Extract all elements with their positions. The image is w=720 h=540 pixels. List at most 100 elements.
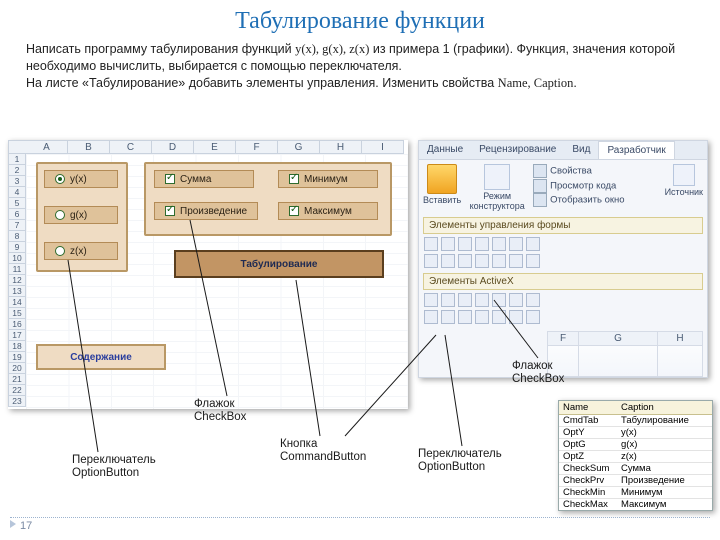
row-15: 15 xyxy=(8,308,26,319)
rcol-H: H xyxy=(658,332,702,346)
source-button[interactable]: Источник xyxy=(665,164,703,211)
prop-row: CheckSumСумма xyxy=(559,463,712,475)
checkbox-icon xyxy=(289,174,299,184)
check-min[interactable]: Минимум xyxy=(278,170,378,188)
prop-name: OptG xyxy=(559,439,617,450)
tab-view[interactable]: Вид xyxy=(564,141,598,159)
properties-label: Свойства xyxy=(550,166,592,177)
row-7: 7 xyxy=(8,220,26,231)
prop-caption: Максимум xyxy=(617,499,712,510)
activex-controls-bar: Элементы ActiveX xyxy=(423,273,703,290)
design-mode-label: Режим конструктора xyxy=(467,191,527,211)
insert-label: Вставить xyxy=(423,195,461,205)
prop-row: OptYy(x) xyxy=(559,427,712,439)
check-max-label: Максимум xyxy=(304,206,352,217)
show-window-item[interactable]: Отобразить окно xyxy=(533,193,658,208)
intro-props: Name, Caption xyxy=(498,76,574,90)
row-8: 8 xyxy=(8,231,26,242)
column-headers: A B C D E F G H I xyxy=(8,140,408,154)
tab-data[interactable]: Данные xyxy=(419,141,471,159)
row-1: 1 xyxy=(8,154,26,165)
prop-row: CheckMaxМаксимум xyxy=(559,499,712,510)
radio-icon xyxy=(55,210,65,220)
prop-row: OptGg(x) xyxy=(559,439,712,451)
view-code-item[interactable]: Просмотр кода xyxy=(533,179,658,194)
intro-text: Написать программу табулирования функций… xyxy=(0,35,720,98)
tabulate-button[interactable]: Табулирование xyxy=(174,250,384,278)
prop-caption: Произведение xyxy=(617,475,712,486)
window-icon xyxy=(533,193,547,207)
col-H: H xyxy=(320,140,362,154)
row-20: 20 xyxy=(8,363,26,374)
check-sum-label: Сумма xyxy=(180,174,211,185)
activex-controls-grid xyxy=(419,290,707,327)
row-2: 2 xyxy=(8,165,26,176)
prop-header-name: Name xyxy=(559,401,617,414)
check-prod-label: Произведение xyxy=(180,206,247,217)
annotation-checkbox-2: Флажок CheckBox xyxy=(512,360,602,386)
prop-name: CheckMax xyxy=(559,499,617,510)
check-max[interactable]: Максимум xyxy=(278,202,378,220)
option-y-label: y(x) xyxy=(70,174,87,185)
prop-name: CheckMin xyxy=(559,487,617,498)
code-icon xyxy=(533,179,547,193)
row-14: 14 xyxy=(8,297,26,308)
slide-title: Табулирование функции xyxy=(0,0,720,35)
properties-icon xyxy=(533,164,547,178)
row-5: 5 xyxy=(8,198,26,209)
properties-item[interactable]: Свойства xyxy=(533,164,658,179)
footer-triangle-icon xyxy=(10,520,16,528)
source-label: Источник xyxy=(665,187,703,197)
row-18: 18 xyxy=(8,341,26,352)
annotation-checkbox-1: Флажок CheckBox xyxy=(194,398,284,424)
annotation-optionbutton-1: Переключатель OptionButton xyxy=(72,454,192,480)
intro-functions: y(x), g(x), z(x) xyxy=(295,42,369,56)
check-min-label: Минимум xyxy=(304,174,348,185)
row-3: 3 xyxy=(8,176,26,187)
option-g[interactable]: g(x) xyxy=(44,206,118,224)
form-controls-grid xyxy=(419,234,707,271)
row-12: 12 xyxy=(8,275,26,286)
design-mode-button[interactable]: Режим конструктора xyxy=(467,164,527,211)
select-all-corner xyxy=(8,140,26,154)
ribbon-tabs: Данные Рецензирование Вид Разработчик xyxy=(419,141,707,160)
contents-button-label: Содержание xyxy=(70,352,132,363)
option-g-label: g(x) xyxy=(70,210,87,221)
option-y[interactable]: y(x) xyxy=(44,170,118,188)
show-window-label: Отобразить окно xyxy=(550,195,624,206)
prop-row: CheckPrvПроизведение xyxy=(559,475,712,487)
prop-name: CheckPrv xyxy=(559,475,617,486)
tab-developer[interactable]: Разработчик xyxy=(598,141,674,159)
prop-caption: Табулирование xyxy=(617,415,712,426)
intro-part1a: Написать программу табулирования функций xyxy=(26,42,295,56)
slide-footer: 17 xyxy=(10,517,710,532)
intro-part2a: На листе «Табулирование» добавить элемен… xyxy=(26,76,498,90)
worksheet-screenshot: A B C D E F G H I 1234567891011121314151… xyxy=(8,140,408,409)
contents-button[interactable]: Содержание xyxy=(36,344,166,370)
col-F: F xyxy=(236,140,278,154)
option-z[interactable]: z(x) xyxy=(44,242,118,260)
col-C: C xyxy=(110,140,152,154)
view-code-label: Просмотр кода xyxy=(550,180,616,191)
col-B: B xyxy=(68,140,110,154)
prop-name: OptZ xyxy=(559,451,617,462)
row-4: 4 xyxy=(8,187,26,198)
checkbox-icon xyxy=(289,206,299,216)
prop-name: OptY xyxy=(559,427,617,438)
prop-caption: g(x) xyxy=(617,439,712,450)
annotation-optionbutton-2: Переключатель OptionButton xyxy=(418,448,538,474)
properties-table: Name Caption CmdTabТабулированиеOptYy(x)… xyxy=(558,400,713,511)
tab-review[interactable]: Рецензирование xyxy=(471,141,564,159)
insert-control-button[interactable]: Вставить xyxy=(423,164,461,211)
check-sum[interactable]: Сумма xyxy=(154,170,254,188)
col-E: E xyxy=(194,140,236,154)
row-13: 13 xyxy=(8,286,26,297)
annotation-commandbutton: Кнопка CommandButton xyxy=(280,438,400,464)
rcol-F: F xyxy=(548,332,578,346)
prop-caption: Сумма xyxy=(617,463,712,474)
radio-icon xyxy=(55,246,65,256)
check-prod[interactable]: Произведение xyxy=(154,202,258,220)
prop-caption: Минимум xyxy=(617,487,712,498)
col-A: A xyxy=(26,140,68,154)
prop-row: CmdTabТабулирование xyxy=(559,415,712,427)
